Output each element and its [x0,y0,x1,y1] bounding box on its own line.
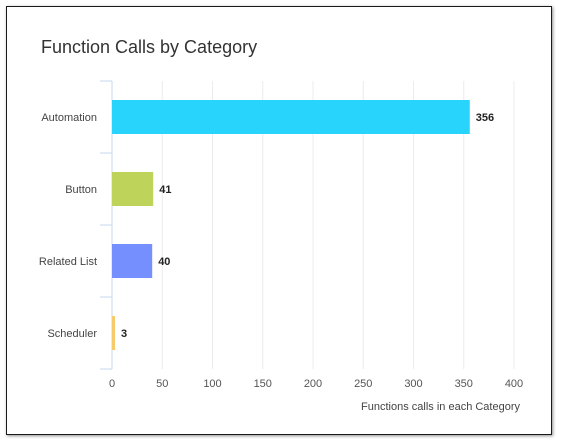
category-label: Button [65,184,97,196]
x-tick-label: 150 [254,378,272,390]
x-tick-label: 200 [304,378,322,390]
chart-title: Function Calls by Category [41,37,258,57]
x-tick-label: 350 [455,378,473,390]
x-tick-label: 0 [109,378,115,390]
category-label: Related List [39,256,97,268]
data-label: 41 [159,184,171,196]
bar-layer [112,100,470,350]
bar[interactable] [112,100,470,134]
label-layer: 0 50 100 150 200 250 300 350 400 Automation 356 But… [39,112,523,390]
x-axis-title: Functions calls in each Category [361,401,520,413]
bar[interactable] [112,316,116,350]
x-tick-label: 400 [505,378,523,390]
data-label: 356 [476,112,494,124]
x-tick-label: 250 [354,378,372,390]
category-label: Automation [41,112,97,124]
bar[interactable] [112,244,153,278]
chart-frame [6,6,552,435]
bar[interactable] [112,172,154,206]
data-label: 40 [158,256,170,268]
x-tick-label: 300 [404,378,422,390]
x-tick-label: 50 [156,378,168,390]
y-axis [100,80,113,370]
data-label: 3 [121,328,127,340]
x-tick-label: 100 [203,378,221,390]
category-label: Scheduler [47,328,97,340]
